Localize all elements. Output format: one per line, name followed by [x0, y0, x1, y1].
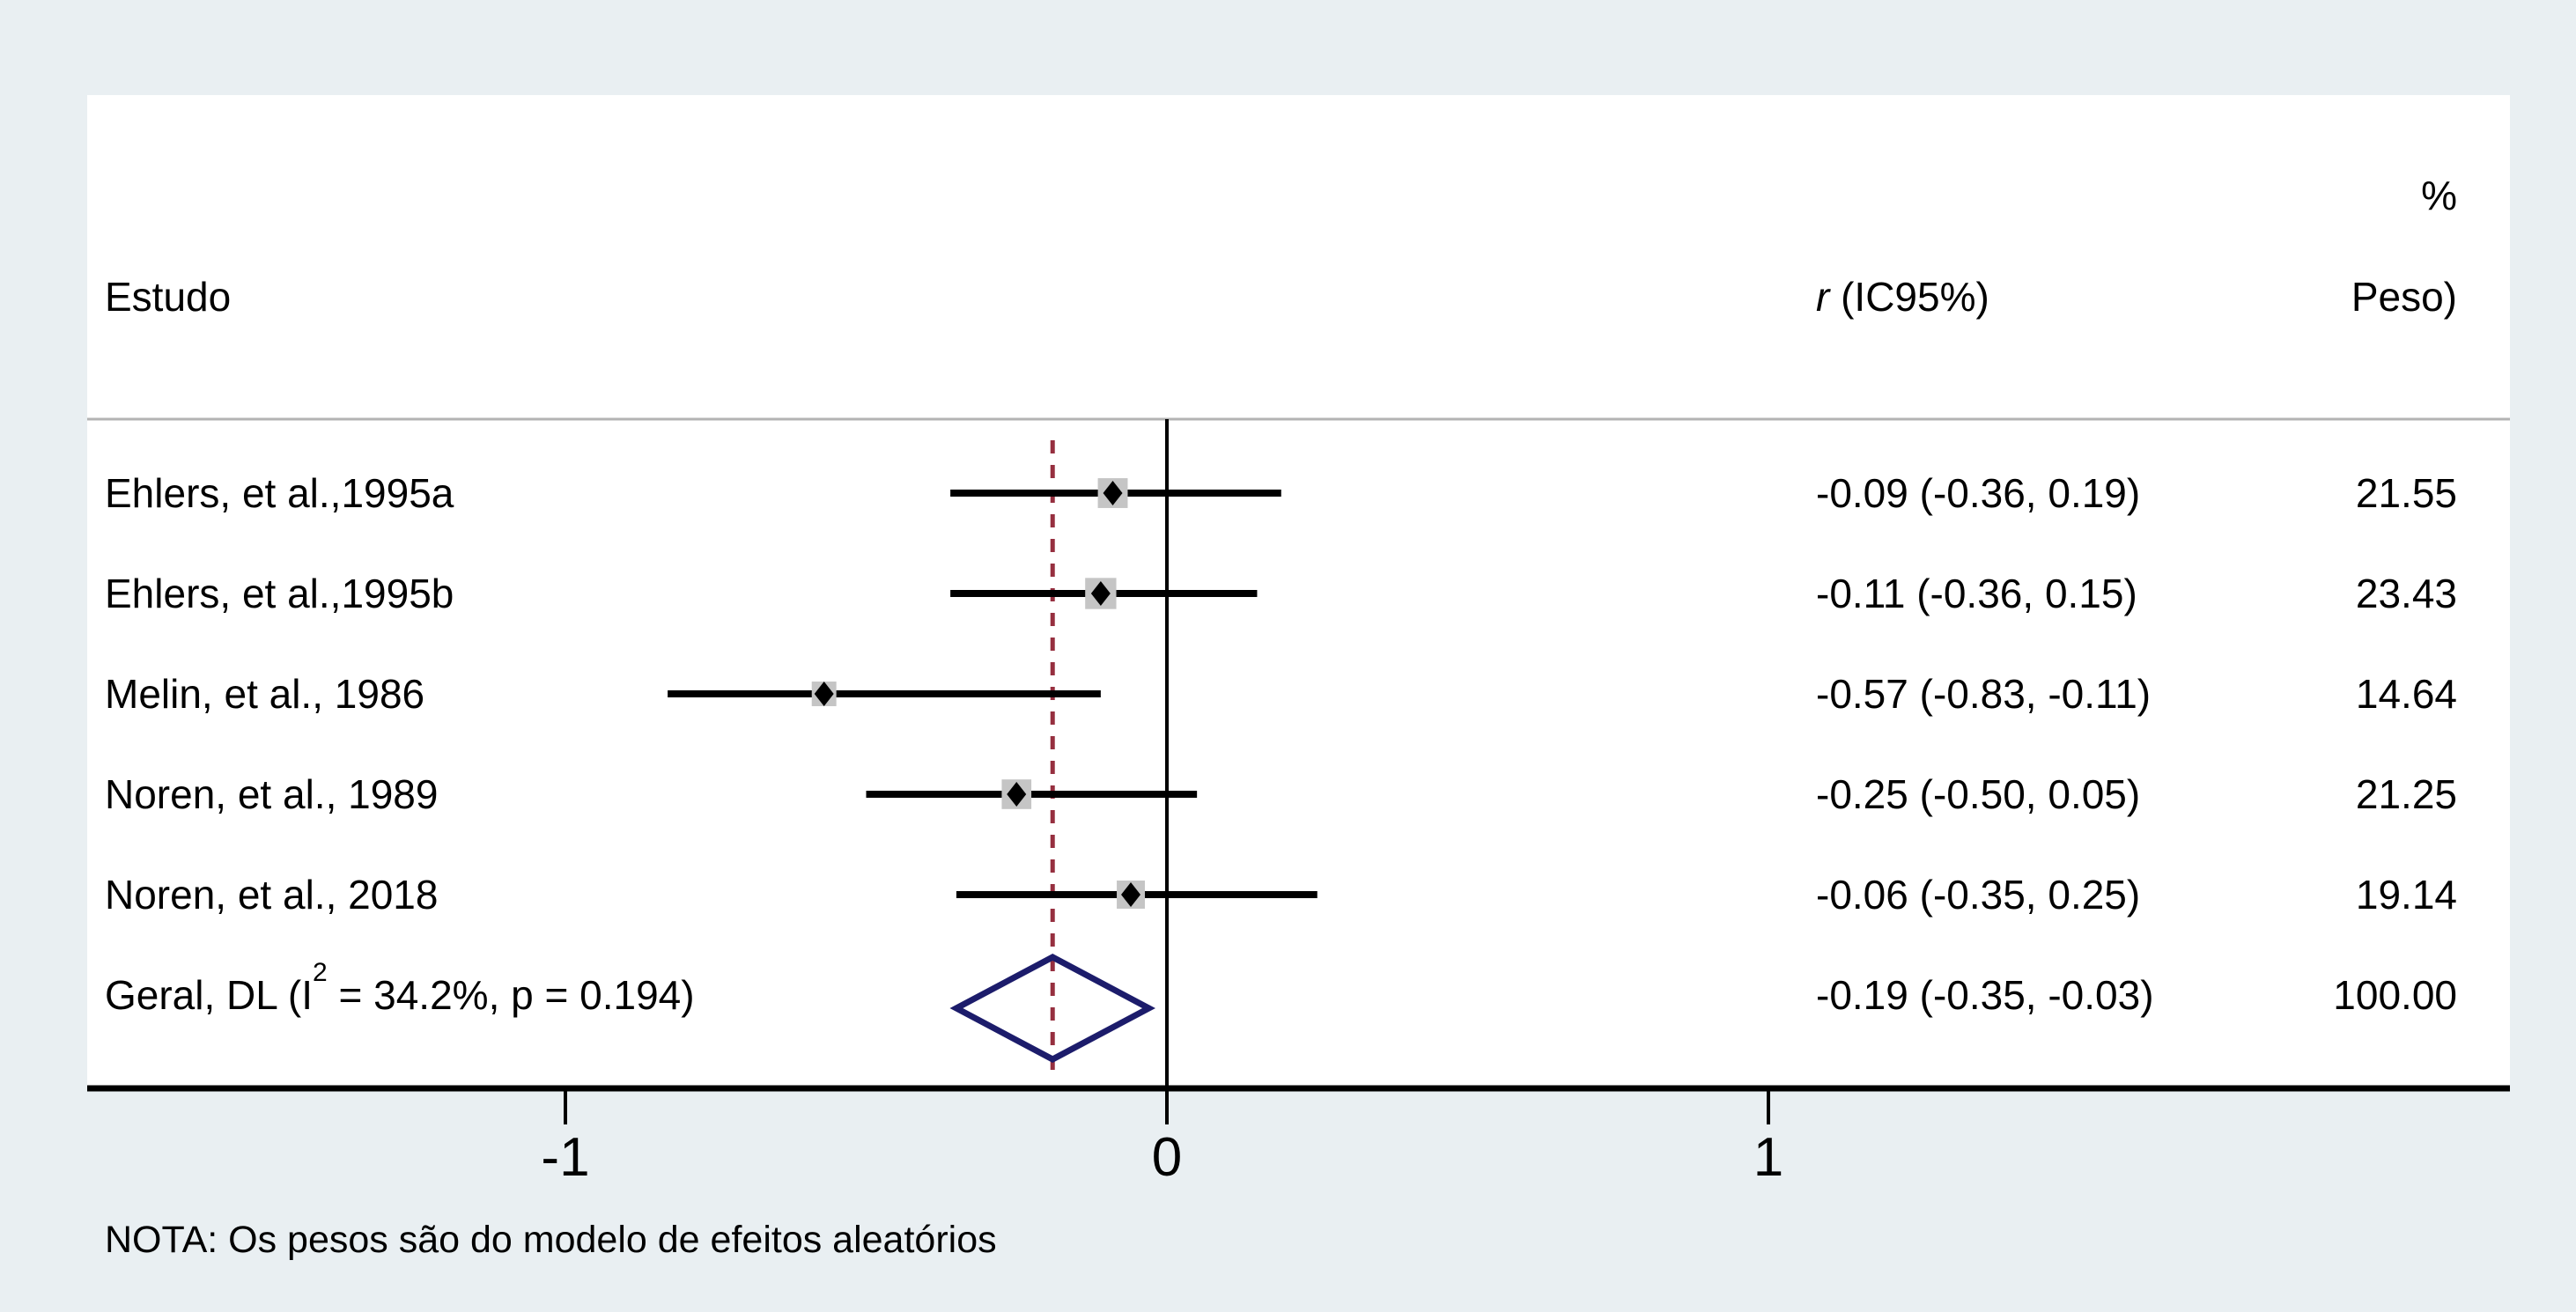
study-column-header: Estudo [105, 274, 232, 320]
effect-estimate-label: -0.06 (-0.35, 0.25) [1816, 872, 2141, 918]
study-label: Ehlers, et al.,1995b [105, 571, 454, 616]
effect-estimate-label: -0.09 (-0.36, 0.19) [1816, 470, 2141, 516]
weight-value: 14.64 [2355, 671, 2457, 717]
study-label: Ehlers, et al.,1995a [105, 470, 454, 516]
overall-label-isquared-sup: 2 [313, 957, 328, 987]
point-estimate-diamond [814, 682, 834, 706]
weight-value: 23.43 [2355, 571, 2457, 616]
weight-value: 19.14 [2355, 872, 2457, 918]
x-tick-label: 0 [1151, 1127, 1183, 1188]
effect-estimate-label: -0.25 (-0.50, 0.05) [1816, 771, 2141, 817]
pooled-diamond [949, 954, 1155, 1063]
weight-value: 21.55 [2355, 470, 2457, 516]
weight-value: 21.25 [2355, 771, 2457, 817]
x-tick-label: -1 [541, 1127, 590, 1188]
study-label: Noren, et al., 1989 [105, 771, 439, 817]
x-tick-label: 1 [1753, 1127, 1784, 1188]
point-estimate-diamond [1103, 481, 1123, 505]
point-estimate-diamond [1121, 882, 1141, 907]
point-estimate-diamond [1090, 581, 1111, 606]
weight-column-header-peso: Peso) [2351, 274, 2457, 320]
effect-estimate-label: -0.57 (-0.83, -0.11) [1816, 671, 2152, 717]
overall-effect-estimate-label: -0.19 (-0.35, -0.03) [1816, 972, 2154, 1018]
study-label: Noren, et al., 2018 [105, 872, 439, 918]
overall-label-post: = 34.2%, p = 0.194) [327, 972, 695, 1018]
point-estimate-diamond [1007, 782, 1027, 807]
effect-estimate-label: -0.11 (-0.36, 0.15) [1816, 571, 2137, 616]
plot-panel [87, 95, 2510, 1088]
note-text: NOTA: Os pesos são do modelo de efeitos … [105, 1219, 997, 1261]
effect-column-header-rest: (IC95%) [1829, 274, 1989, 320]
overall-label-pre: Geral, DL (I [105, 972, 314, 1018]
weight-column-header-percent: % [2421, 173, 2457, 218]
overall-label: Geral, DL (I2 = 34.2%, p = 0.194) [105, 959, 695, 1019]
effect-column-header: r (IC95%) [1816, 273, 1989, 321]
study-label: Melin, et al., 1986 [105, 671, 425, 717]
overall-weight-value: 100.00 [2333, 972, 2457, 1018]
effect-column-header-r: r [1816, 274, 1830, 320]
